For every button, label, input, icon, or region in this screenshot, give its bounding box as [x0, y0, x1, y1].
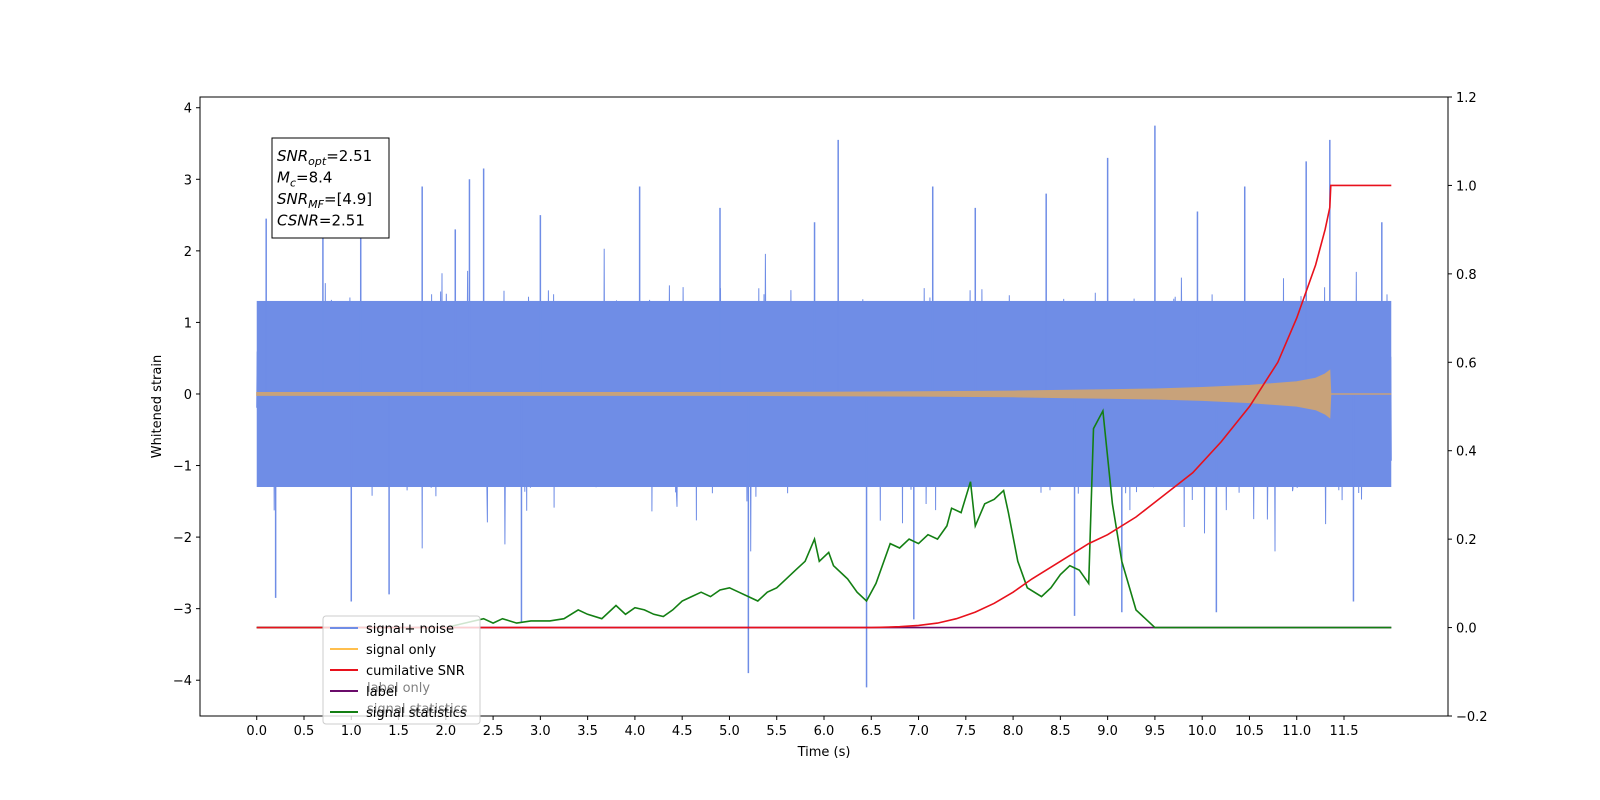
x-tick-label: 11.0 [1282, 724, 1311, 739]
y-left-tick-label: 2 [184, 245, 192, 260]
annotation-line: SNRMF=[4.9] [277, 190, 372, 211]
legend-label: signal statistics [366, 706, 467, 721]
series-signal-statistics [256, 408, 1392, 629]
y-right-tick-label: 0.4 [1456, 445, 1477, 460]
annotation-line: Mc=8.4 [277, 169, 332, 190]
annotation-line: CSNR=2.51 [277, 212, 365, 230]
legend-label: cumilative SNR [366, 664, 465, 679]
y-left-tick-label: −3 [173, 603, 192, 618]
x-tick-label: 10.0 [1188, 724, 1217, 739]
x-tick-label: 0.5 [294, 724, 315, 739]
y-axis-right: −0.2 0.0 0.2 0.4 0.6 0.8 1.0 1.2 [1448, 91, 1488, 725]
series-cumilative-snr [256, 184, 1392, 629]
y-left-tick-label: 4 [184, 102, 192, 117]
y-right-tick-label: 0.0 [1456, 622, 1477, 637]
plot-area [256, 125, 1392, 688]
x-axis-label: Time (s) [797, 745, 851, 760]
legend-label: label [366, 685, 397, 700]
x-tick-label: 8.0 [1003, 724, 1024, 739]
x-tick-label: 3.5 [577, 724, 598, 739]
x-tick-label: 9.0 [1097, 724, 1118, 739]
x-tick-label: 0.0 [246, 724, 267, 739]
x-tick-label: 5.5 [766, 724, 787, 739]
x-tick-label: 5.0 [719, 724, 740, 739]
x-tick-label: 7.5 [955, 724, 976, 739]
x-tick-label: 11.5 [1330, 724, 1359, 739]
y-left-tick-label: −1 [173, 460, 192, 475]
x-tick-label: 4.0 [625, 724, 646, 739]
legend-label: signal only [366, 643, 436, 658]
y-right-tick-label: 0.2 [1456, 533, 1477, 548]
legend-ghost-label: label only [367, 681, 430, 696]
x-tick-label: 6.5 [861, 724, 882, 739]
x-tick-label: 2.0 [435, 724, 456, 739]
y-right-tick-label: 1.2 [1456, 91, 1477, 106]
y-axis-left: −4 −3 −2 −1 0 1 2 3 4 [173, 102, 200, 689]
y-axis-label: Whitened strain [150, 355, 165, 458]
x-tick-label: 3.0 [530, 724, 551, 739]
y-right-tick-label: 0.8 [1456, 268, 1477, 283]
y-right-tick-label: 1.0 [1456, 179, 1477, 194]
x-tick-label: 1.5 [388, 724, 409, 739]
y-left-tick-label: 3 [184, 173, 192, 188]
annotation-frame [271, 137, 390, 239]
y-right-tick-label: −0.2 [1456, 710, 1488, 725]
x-tick-label: 6.0 [814, 724, 835, 739]
x-tick-label: 4.5 [672, 724, 693, 739]
y-left-tick-label: −4 [173, 674, 192, 689]
x-tick-label: 9.5 [1145, 724, 1166, 739]
x-tick-label: 10.5 [1235, 724, 1264, 739]
y-left-tick-label: 1 [184, 316, 192, 331]
legend-frame [322, 615, 481, 725]
x-tick-label: 2.5 [483, 724, 504, 739]
x-tick-label: 8.5 [1050, 724, 1071, 739]
legend-ghost-label: signal statistics [367, 702, 468, 717]
y-left-tick-label: −2 [173, 531, 192, 546]
x-axis: 0.0 0.5 1.0 1.5 2.0 2.5 3.0 3.5 4.0 4.5 5.0 5.5 6.0 6… [246, 716, 1358, 739]
annotation-line: SNRopt=2.51 [277, 147, 372, 168]
legend: label only signal statistics signal+ noise… [322, 615, 481, 725]
y-left-tick-label: 0 [184, 388, 192, 403]
series-signal-only [256, 369, 1392, 419]
x-tick-label: 7.0 [908, 724, 929, 739]
x-tick-label: 1.0 [341, 724, 362, 739]
legend-label: signal+ noise [366, 622, 454, 637]
y-right-tick-label: 0.6 [1456, 356, 1477, 371]
